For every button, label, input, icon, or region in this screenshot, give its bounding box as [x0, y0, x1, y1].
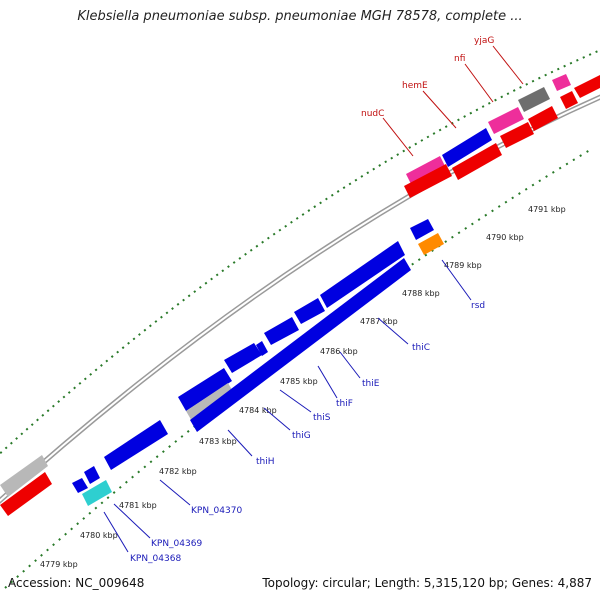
gene-label: thiG	[292, 431, 311, 441]
gene-grey-1[interactable]	[186, 383, 235, 423]
gene-reverse-3[interactable]	[500, 122, 534, 148]
scale-label: 4784 kbp	[239, 406, 277, 415]
gene-label: rsd	[471, 301, 485, 311]
genome-backbone	[0, 94, 600, 504]
gene-label: hemE	[402, 81, 428, 91]
scale-label: 4783 kbp	[199, 437, 237, 446]
gene-forward-5[interactable]	[264, 317, 299, 345]
gene-forward-7[interactable]	[320, 241, 405, 308]
gene-dark-grey-1[interactable]	[518, 87, 550, 112]
gene-forward-8[interactable]	[410, 219, 434, 240]
gene-forward-12[interactable]	[442, 128, 492, 167]
gene-highlight-3[interactable]	[552, 74, 571, 91]
gene-forward-3[interactable]	[224, 343, 262, 373]
gene-label: thiS	[313, 413, 331, 423]
scale-label: 4781 kbp	[119, 501, 157, 510]
gene-forward-1[interactable]	[104, 420, 168, 470]
scale-label: 4786 kbp	[320, 347, 358, 356]
gene-reverse-2[interactable]	[452, 143, 502, 180]
scale-label: 4779 kbp	[40, 560, 78, 569]
genome-summary: Topology: circular; Length: 5,315,120 bp…	[262, 576, 592, 590]
gene-forward-10[interactable]	[84, 466, 100, 484]
map-title: Klebsiella pneumoniae subsp. pneumoniae …	[77, 9, 523, 24]
scale-label: 4788 kbp	[402, 289, 440, 298]
gene-highlight-2[interactable]	[488, 107, 524, 134]
gene-forward-2[interactable]	[178, 368, 232, 411]
gene-cyan-1[interactable]	[82, 480, 112, 506]
scale-label: 4791 kbp	[528, 205, 566, 214]
gene-forward-4[interactable]	[256, 341, 268, 356]
gene-label: KPN_04368	[130, 554, 181, 564]
gene-label: thiE	[362, 379, 380, 389]
gene-highlight-1[interactable]	[406, 156, 446, 186]
gene-label: yjaG	[474, 36, 494, 46]
gene-forward-6[interactable]	[294, 298, 325, 324]
gene-reverse-5[interactable]	[560, 91, 578, 109]
scale-label: 4790 kbp	[486, 233, 524, 242]
gene-reverse-1[interactable]	[404, 164, 452, 198]
outer-scale-ticks	[0, 49, 600, 455]
gene-label: nudC	[361, 109, 384, 119]
gene-label: KPN_04369	[151, 539, 202, 549]
accession-text: Accession: NC_009648	[8, 576, 145, 590]
inner-scale-ticks	[4, 149, 591, 589]
scale-label: 4782 kbp	[159, 467, 197, 476]
scale-label: 4787 kbp	[360, 317, 398, 326]
gene-outer-red-1[interactable]	[0, 472, 52, 516]
gene-forward-11[interactable]	[190, 258, 411, 432]
gene-label-leaders	[103, 45, 524, 553]
gene-outer-grey-1[interactable]	[0, 455, 48, 497]
scale-label: 4780 kbp	[80, 531, 118, 540]
gene-reverse-6[interactable]	[574, 75, 600, 98]
gene-orange-1[interactable]	[418, 233, 444, 255]
gene-label: thiF	[336, 399, 353, 409]
gene-label: nfi	[454, 54, 465, 64]
scale-label: 4785 kbp	[280, 377, 318, 386]
gene-label: KPN_04370	[191, 506, 242, 516]
gene-forward-9[interactable]	[72, 478, 88, 493]
scale-labels: 4779 kbp 4780 kbp 4781 kbp 4782 kbp 4783…	[40, 205, 566, 569]
gene-labels: KPN_04368 KPN_04369 KPN_04370 thiH thiG …	[130, 36, 494, 564]
gene-label: thiH	[256, 457, 275, 467]
scale-label: 4789 kbp	[444, 261, 482, 270]
gene-reverse-4[interactable]	[528, 106, 558, 131]
gene-label: thiC	[412, 343, 430, 353]
